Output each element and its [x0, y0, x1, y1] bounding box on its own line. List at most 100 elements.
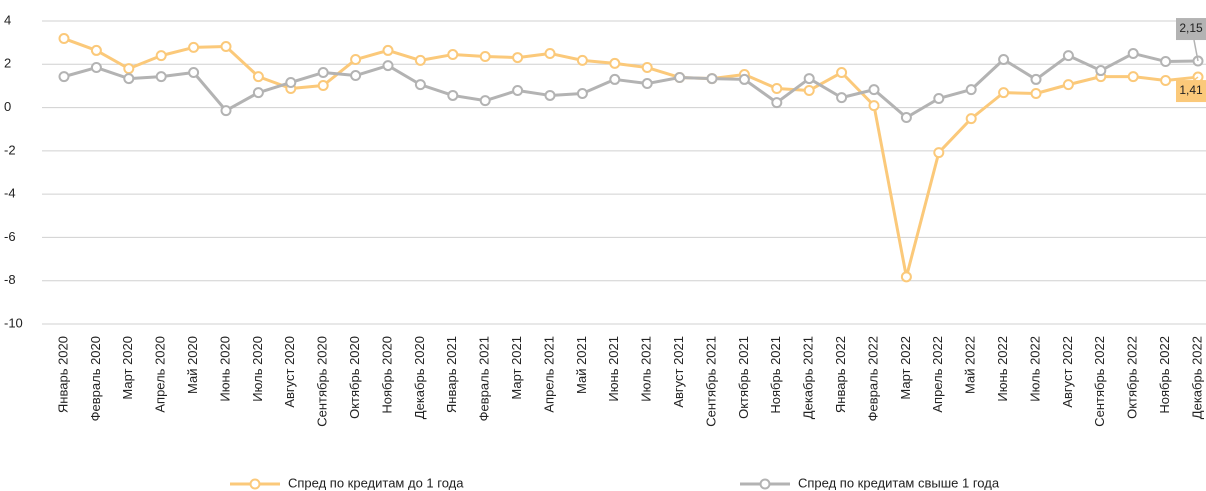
data-point: [868, 84, 880, 96]
y-tick-label: 2: [4, 56, 11, 71]
x-tick-label: Декабрь 2022: [1189, 336, 1204, 419]
y-tick-label: -4: [4, 186, 16, 201]
x-tick-label: Апрель 2021: [541, 336, 556, 413]
data-point: [771, 83, 783, 95]
data-point: [414, 79, 426, 91]
x-tick-label: Август 2022: [1060, 336, 1075, 408]
data-point: [512, 52, 524, 64]
y-tick-label: -6: [4, 229, 16, 244]
data-point: [1160, 55, 1172, 67]
data-point: [447, 49, 459, 61]
x-tick-label: Сентябрь 2020: [315, 336, 330, 427]
x-tick-label: Июль 2020: [250, 336, 265, 402]
y-tick-label: -2: [4, 142, 16, 157]
data-point: [933, 92, 945, 104]
label-box: [1176, 80, 1206, 103]
x-tick-label: Март 2020: [120, 336, 135, 400]
data-point: [544, 89, 556, 101]
x-tick-label: Июнь 2022: [995, 336, 1010, 402]
data-point: [900, 112, 912, 124]
x-tick-label: Ноябрь 2020: [379, 336, 394, 414]
data-point: [155, 71, 167, 83]
legend-marker: [249, 478, 261, 490]
series-line: [63, 51, 1199, 120]
x-tick-label: Октябрь 2022: [1125, 336, 1140, 419]
data-point: [447, 89, 459, 101]
x-tick-label: Август 2021: [671, 336, 686, 408]
data-point: [900, 271, 912, 283]
x-tick-label: Май 2020: [185, 336, 200, 394]
x-tick-label: Ноябрь 2022: [1157, 336, 1172, 414]
data-point: [609, 57, 621, 69]
data-point: [1062, 79, 1074, 91]
data-point: [641, 62, 653, 74]
y-tick-label: -10: [4, 315, 23, 330]
x-tick-label: Август 2020: [282, 336, 297, 408]
x-tick-label: Январь 2022: [833, 336, 848, 413]
data-point: [285, 76, 297, 88]
data-point: [155, 50, 167, 62]
x-tick-label: Ноябрь 2021: [768, 336, 783, 414]
data-point: [1095, 65, 1107, 77]
data-point: [1127, 71, 1139, 83]
data-point: [317, 67, 329, 79]
data-point: [188, 67, 200, 79]
legend-label: Спред по кредитам до 1 года: [288, 475, 464, 490]
data-point: [706, 73, 718, 85]
data-point: [1062, 50, 1074, 62]
data-point: [90, 62, 102, 74]
legend-label: Спред по кредитам свыше 1 года: [798, 475, 1000, 490]
data-point: [965, 113, 977, 125]
data-point: [1160, 75, 1172, 87]
x-tick-label: Сентябрь 2021: [703, 336, 718, 427]
data-point: [1030, 88, 1042, 100]
data-point: [998, 87, 1010, 99]
data-point: [544, 47, 556, 59]
x-tick-label: Январь 2020: [55, 336, 70, 413]
data-point: [58, 33, 70, 45]
x-tick-label: Апрель 2020: [153, 336, 168, 413]
y-tick-label: 0: [4, 99, 11, 114]
label-connector: [1193, 39, 1199, 62]
x-tick-label: Декабрь 2020: [412, 336, 427, 419]
data-point: [576, 88, 588, 100]
label-box: [1176, 18, 1206, 41]
data-point: [1030, 73, 1042, 85]
x-tick-label: Февраль 2021: [477, 336, 492, 421]
data-point: [965, 84, 977, 96]
x-tick-label: Март 2021: [509, 336, 524, 400]
data-point: [738, 73, 750, 85]
data-point: [252, 71, 264, 83]
data-point: [123, 63, 135, 75]
legend-item: Спред по кредитам до 1 года: [230, 475, 464, 490]
data-point: [771, 97, 783, 109]
x-tick-label: Апрель 2022: [930, 336, 945, 413]
data-label: 2,15: [1179, 21, 1203, 35]
x-tick-label: Март 2022: [898, 336, 913, 400]
x-tick-label: Октябрь 2021: [736, 336, 751, 419]
data-point: [479, 95, 491, 107]
data-point: [933, 147, 945, 159]
legend-marker: [759, 478, 771, 490]
x-tick-label: Июнь 2020: [217, 336, 232, 402]
data-point: [836, 92, 848, 104]
data-point: [674, 71, 686, 83]
x-tick-label: Июль 2021: [639, 336, 654, 402]
data-point: [868, 100, 880, 112]
y-tick-label: 4: [4, 12, 11, 27]
data-point: [90, 44, 102, 56]
x-tick-label: Май 2021: [574, 336, 589, 394]
data-point: [188, 41, 200, 53]
data-point: [220, 105, 232, 117]
data-point: [1127, 47, 1139, 59]
x-tick-label: Сентябрь 2022: [1092, 336, 1107, 427]
x-tick-label: Февраль 2022: [865, 336, 880, 421]
x-tick-label: Январь 2021: [444, 336, 459, 413]
data-point: [382, 60, 394, 72]
data-point: [220, 41, 232, 53]
data-point: [414, 54, 426, 66]
y-tick-label: -8: [4, 272, 16, 287]
data-point: [350, 54, 362, 66]
